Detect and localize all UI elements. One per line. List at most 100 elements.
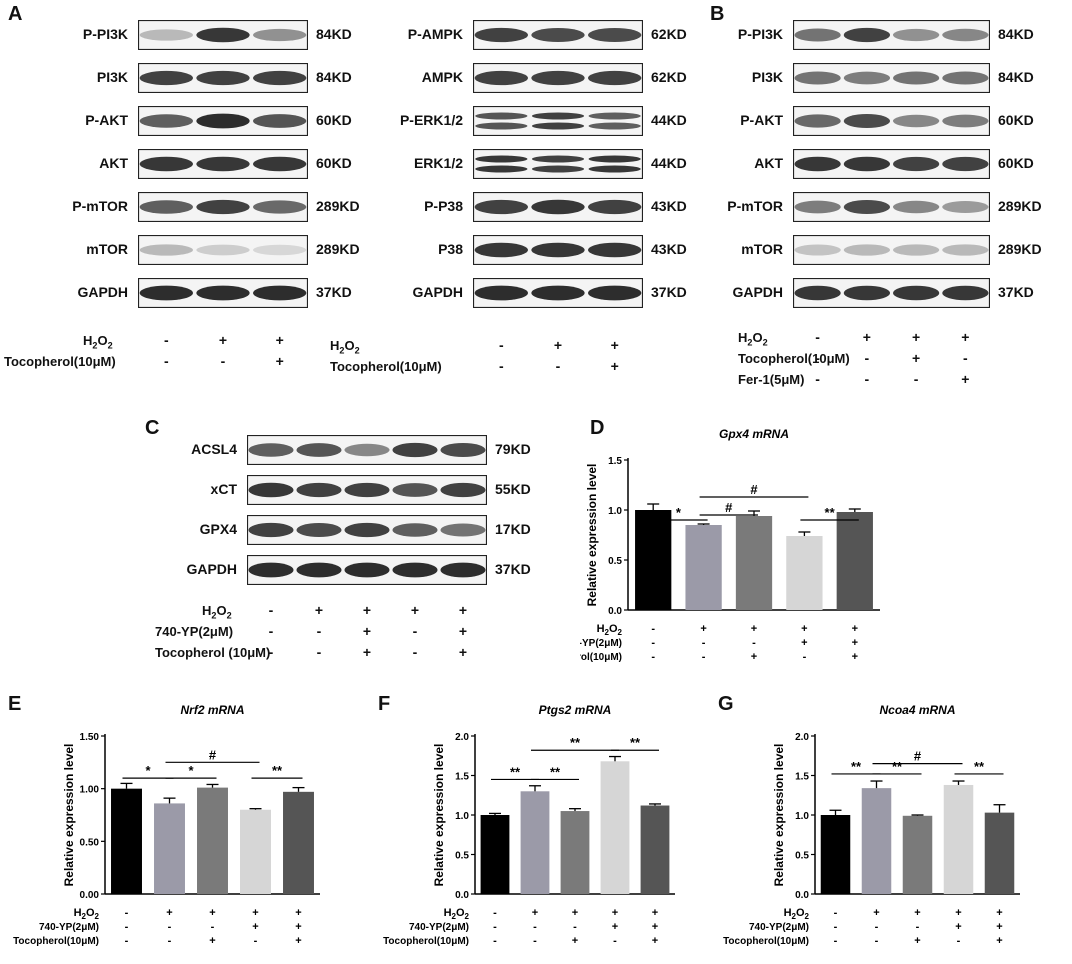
blot-row: GAPDH 37KD [412, 278, 687, 308]
treatment-sign: - [220, 353, 226, 369]
molecular-weight-label: 289KD [316, 198, 360, 214]
protein-band [531, 165, 585, 173]
bar [640, 805, 670, 894]
treatment-sign: - [815, 329, 820, 345]
blot-row: P-AKT 60KD [740, 106, 1034, 136]
molecular-weight-label: 37KD [495, 561, 531, 577]
protein-band [892, 156, 940, 172]
molecular-weight-label: 37KD [316, 284, 352, 300]
treatment-sign: + [852, 651, 858, 663]
treatment-sign: + [801, 623, 807, 635]
protein-band [794, 244, 841, 256]
treatment-tocopherol-label: Tocopherol(10μM) [580, 652, 622, 663]
treatment-sign: - [498, 337, 504, 353]
treatment-sign: - [125, 921, 129, 933]
treatment-sign: - [493, 921, 497, 933]
bar [600, 761, 630, 894]
treatment-sign: + [751, 623, 757, 635]
significance-mark: * [676, 505, 682, 520]
treatment-sign: - [916, 921, 920, 933]
bar [984, 812, 1015, 894]
blot-row: GPX4 17KD [200, 515, 531, 545]
y-tick-label: 2.0 [795, 732, 809, 743]
protein-label: PI3K [96, 69, 128, 85]
protein-band [892, 285, 940, 301]
protein-band [475, 122, 528, 130]
molecular-weight-label: 84KD [316, 26, 352, 42]
treatment-sign: - [412, 644, 418, 660]
protein-band [531, 285, 585, 301]
protein-label: P-AKT [85, 112, 128, 128]
blot-row: P-mTOR 289KD [72, 192, 360, 222]
treatment-740yp-label: 740-YP(2μM) [155, 624, 234, 639]
treatment-sign: + [295, 921, 301, 933]
blot-strip [793, 192, 990, 222]
blot-row: P38 43KD [438, 235, 687, 265]
protein-band [139, 200, 193, 214]
protein-band [392, 483, 438, 497]
blot-row: PI3K 84KD [752, 63, 1034, 93]
protein-band [794, 156, 841, 172]
significance-mark: ** [825, 505, 836, 520]
treatment-sign: + [652, 907, 658, 919]
treatment-sign: + [218, 332, 228, 348]
protein-band [296, 443, 342, 457]
blot-row: AMPK 62KD [422, 63, 687, 93]
protein-band [253, 244, 307, 256]
treatment-h2o2-label: H2O2 [74, 907, 100, 921]
protein-label: ACSL4 [191, 441, 237, 457]
molecular-weight-label: 84KD [998, 26, 1034, 42]
treatment-sign: - [875, 935, 879, 947]
protein-band [253, 114, 307, 128]
treatment-sign: - [864, 371, 870, 387]
treatment-sign: - [533, 921, 537, 933]
protein-band [253, 200, 307, 214]
protein-band [474, 285, 528, 301]
protein-band [588, 285, 642, 301]
chart-ncoa4-mrna: Ncoa4 mRNA Relative expression level 0.0 0.… [720, 696, 1065, 960]
significance-mark: ** [550, 764, 561, 779]
blot-strip [473, 235, 643, 265]
protein-band [531, 70, 585, 86]
protein-band [843, 27, 891, 43]
panel-letter-a: A [8, 3, 23, 25]
protein-band [588, 28, 642, 42]
blot-strip [138, 192, 308, 222]
molecular-weight-label: 44KD [651, 155, 687, 171]
treatment-sign: + [914, 935, 920, 947]
treatment-sign: - [834, 907, 838, 919]
treatment-sign: - [815, 371, 820, 387]
chart-gpx4-mrna: Gpx4 mRNA Relative expression level 0.0 0.5… [536, 420, 910, 665]
treatment-sign: - [651, 651, 655, 663]
treatment-sign: + [996, 935, 1002, 947]
y-axis-label: Relative expression level [432, 744, 446, 887]
treatment-tocopherol-label: Tocopherol (10μM) [155, 645, 271, 660]
significance-mark: ** [272, 763, 283, 778]
treatment-740yp-label: 740-YP(2μM) [749, 922, 809, 933]
bar [902, 815, 933, 894]
protein-label: GAPDH [77, 284, 128, 300]
protein-label: P-mTOR [72, 198, 128, 214]
panel-letter-e: E [8, 693, 22, 715]
protein-band [892, 244, 940, 256]
significance-mark: ** [570, 735, 581, 750]
treatment-h2o2-label: H2O2 [444, 907, 470, 921]
significance-mark: * [145, 763, 151, 778]
molecular-weight-label: 84KD [998, 69, 1034, 85]
treatment-sign: + [553, 337, 563, 353]
protein-band [248, 522, 294, 538]
treatment-sign: + [652, 935, 658, 947]
y-tick-label: 0.0 [455, 890, 469, 901]
y-tick-label: 1.5 [795, 772, 809, 783]
protein-band [843, 200, 891, 214]
protein-band [892, 200, 940, 214]
molecular-weight-label: 60KD [998, 155, 1034, 171]
protein-band [392, 523, 438, 537]
treatment-sign: - [651, 623, 655, 635]
protein-band [843, 114, 891, 128]
protein-label: P-PI3K [82, 26, 128, 42]
treatment-tocopherol-label: Tocopherol(10μM) [723, 936, 809, 947]
protein-band [794, 71, 841, 85]
treatment-sign: + [532, 907, 538, 919]
treatment-tocopherol-label: Tocopherol(10μM) [738, 351, 850, 366]
